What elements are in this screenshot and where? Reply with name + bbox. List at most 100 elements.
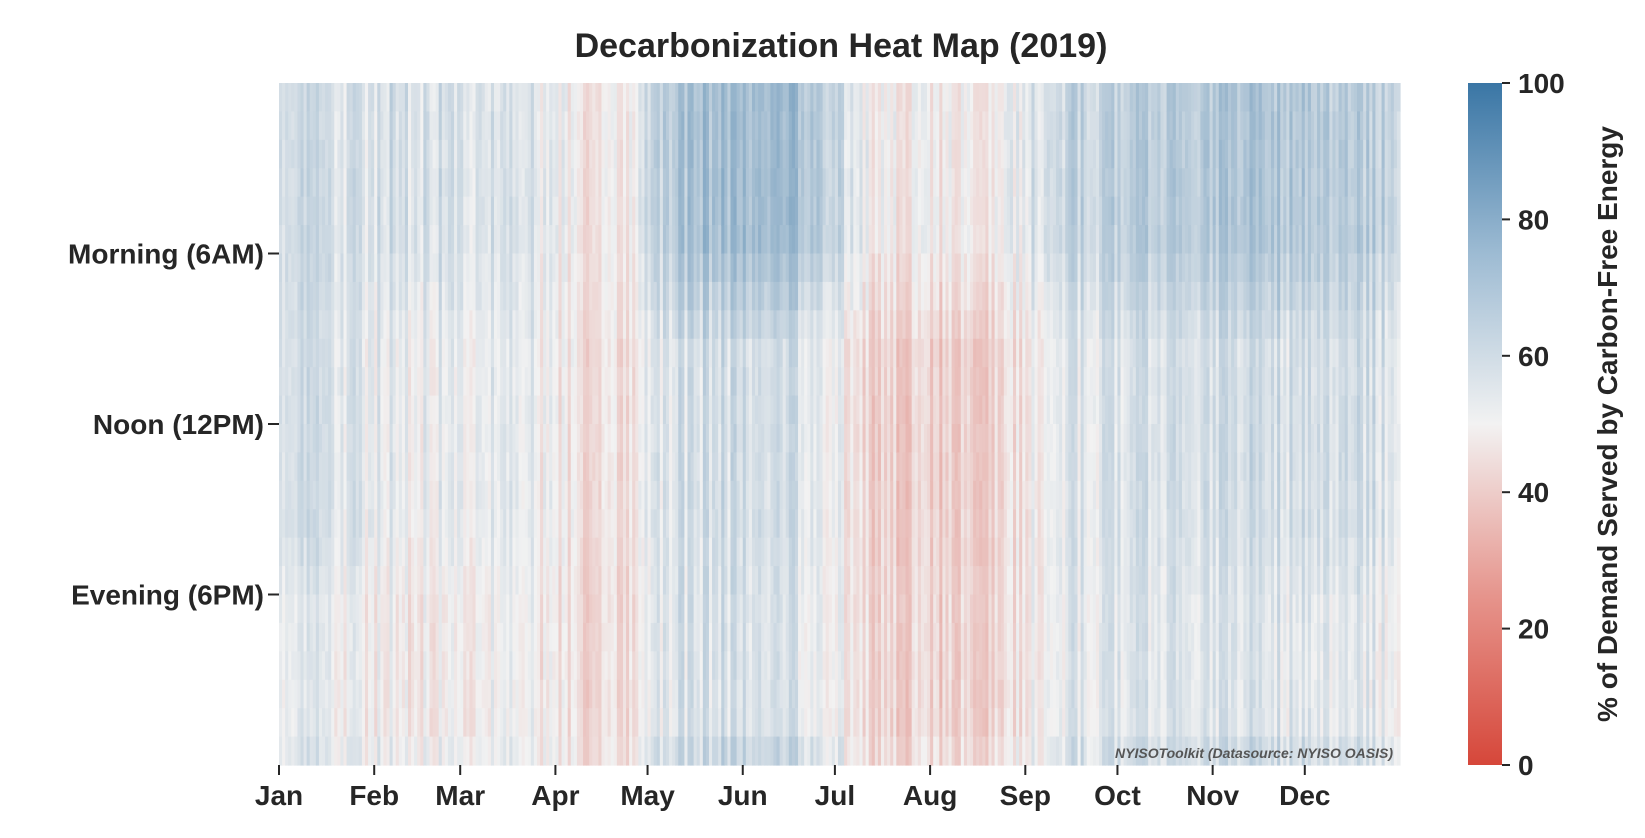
heatmap-cell [493,651,498,681]
heatmap-cell [368,83,372,113]
heatmap-cell [540,338,544,368]
heatmap-cell [515,225,520,255]
heatmap-cell [853,736,857,766]
heatmap-cell [693,253,698,283]
heatmap-cell [662,424,667,454]
heatmap-cell [856,452,861,482]
heatmap-cell [693,537,698,567]
heatmap-cell [745,168,750,198]
heatmap-cell [712,594,716,624]
heatmap-cell [377,367,381,397]
heatmap-cell [868,424,873,454]
heatmap-cell [432,310,437,340]
heatmap-cell [355,424,360,454]
heatmap-cell [669,424,673,454]
heatmap-cell [288,338,292,368]
heatmap-cell [503,480,507,510]
heatmap-cell [586,281,590,311]
heatmap-cell [856,679,861,709]
heatmap-cell [684,111,689,141]
heatmap-cell [361,139,366,169]
heatmap-cell [401,253,406,283]
heatmap-cell [736,139,741,169]
heatmap-cell [346,452,351,482]
heatmap-cell [828,367,833,397]
heatmap-cell [564,736,569,766]
heatmap-cell [497,537,501,567]
heatmap-cell [463,168,467,198]
heatmap-cell [463,679,467,709]
heatmap-cell [398,537,403,567]
heatmap-cell [644,367,649,397]
heatmap-cell [733,338,738,368]
heatmap-cell [874,225,879,255]
heatmap-cell [798,452,802,482]
heatmap-cell [447,225,452,255]
heatmap-cell [490,139,495,169]
heatmap-cell [850,168,854,198]
heatmap-cell [567,679,572,709]
heatmap-cell [724,111,728,141]
heatmap-cell [619,452,624,482]
heatmap-cell [349,367,354,397]
heatmap-cell [325,480,329,510]
heatmap-cell [712,622,716,652]
heatmap-cell [567,622,572,652]
heatmap-cell [364,111,369,141]
heatmap-cell [650,168,655,198]
heatmap-cell [426,367,431,397]
heatmap-cell [543,651,547,681]
heatmap-cell [515,139,520,169]
heatmap-cell [291,594,295,624]
heatmap-cell [570,537,575,567]
heatmap-cell [782,566,787,596]
heatmap-cell [871,281,876,311]
heatmap-cell [358,253,363,283]
heatmap-cell [718,111,722,141]
heatmap-cell [444,83,449,113]
heatmap-cell [899,253,904,283]
heatmap-cell [380,111,385,141]
heatmap-cell [288,253,292,283]
heatmap-cell [874,566,879,596]
heatmap-cell [730,594,735,624]
heatmap-cell [638,537,642,567]
heatmap-cell [340,651,345,681]
heatmap-cell [669,566,673,596]
heatmap-cell [669,253,673,283]
heatmap-cell [497,281,501,311]
heatmap-cell [804,310,808,340]
heatmap-cell [312,622,317,652]
heatmap-cell [435,566,440,596]
heatmap-cell [659,651,664,681]
heatmap-cell [656,537,661,567]
heatmap-cell [490,367,495,397]
heatmap-cell [718,537,722,567]
heatmap-cell [825,83,830,113]
heatmap-cell [902,338,907,368]
heatmap-cell [343,537,348,567]
heatmap-cell [546,196,550,226]
heatmap-cell [300,395,305,425]
heatmap-cell [850,566,854,596]
heatmap-cell [715,253,719,283]
heatmap-cell [361,537,366,567]
heatmap-cell [407,253,412,283]
heatmap-cell [552,537,557,567]
heatmap-cell [819,679,824,709]
heatmap-cell [745,622,750,652]
heatmap-cell [622,310,627,340]
heatmap-cell [794,537,799,567]
heatmap-cell [742,281,747,311]
heatmap-cell [788,395,793,425]
heatmap-cell [899,310,904,340]
heatmap-cell [312,395,317,425]
heatmap-cell [300,338,305,368]
heatmap-cell [788,253,793,283]
heatmap-cell [576,168,581,198]
heatmap-cell [755,509,759,539]
heatmap-cell [613,83,618,113]
heatmap-cell [742,736,747,766]
heatmap-cell [500,537,504,567]
heatmap-cell [819,622,824,652]
